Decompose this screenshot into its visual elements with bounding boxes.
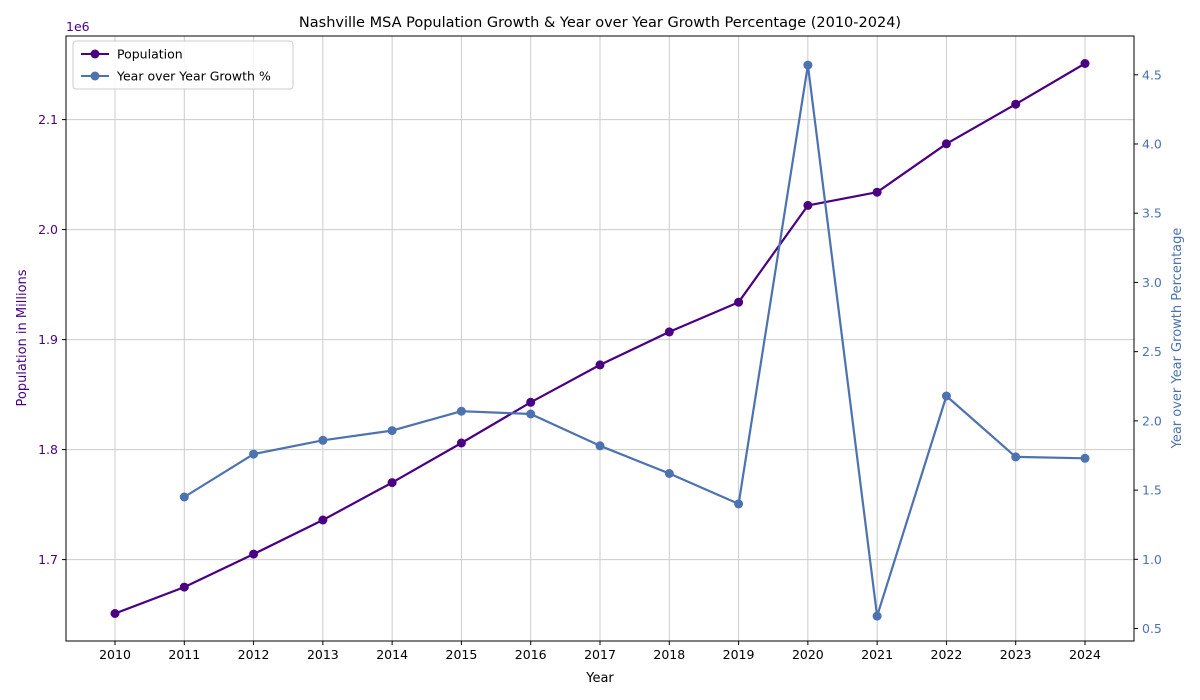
data-point-growth bbox=[664, 469, 674, 478]
x-tick-label: 2020 bbox=[792, 647, 824, 662]
y-axis-offset-label: 1e6 bbox=[66, 19, 90, 34]
y-tick-label: 1.7 bbox=[38, 552, 58, 567]
x-tick-label: 2011 bbox=[168, 647, 200, 662]
data-point-population bbox=[318, 515, 328, 525]
data-point-population bbox=[1011, 99, 1021, 109]
x-tick-label: 2018 bbox=[653, 647, 685, 662]
x-tick-label: 2012 bbox=[238, 647, 270, 662]
x-tick-label: 2017 bbox=[584, 647, 616, 662]
series-layer bbox=[110, 59, 1090, 621]
y-axis-left: 1.7 1.8 1.9 2.0 2.1 bbox=[38, 112, 66, 567]
y2-tick-label: 0.5 bbox=[1142, 621, 1162, 636]
x-tick-label: 2016 bbox=[515, 647, 547, 662]
y-axis-right: 0.5 1.0 1.5 2.0 2.5 3.0 3.5 4.0 4.5 bbox=[1134, 67, 1162, 636]
x-tick-label: 2023 bbox=[1000, 647, 1032, 662]
x-tick-label: 2022 bbox=[931, 647, 963, 662]
data-point-growth bbox=[1011, 452, 1021, 462]
series-line-growth bbox=[183, 63, 1086, 618]
x-tick-label: 2010 bbox=[99, 647, 131, 662]
y2-tick-label: 2.5 bbox=[1142, 344, 1162, 359]
x-axis-label: Year bbox=[585, 671, 614, 686]
y-tick-label: 1.9 bbox=[38, 332, 58, 347]
data-point-population bbox=[1080, 59, 1090, 68]
y2-tick-label: 3.5 bbox=[1142, 206, 1162, 221]
data-point-growth bbox=[456, 406, 466, 416]
y-axis-label: Population in Millions bbox=[15, 269, 30, 406]
data-point-population bbox=[387, 478, 397, 488]
legend-marker-population bbox=[90, 49, 100, 59]
data-point-population bbox=[803, 200, 813, 210]
y-tick-label: 2.0 bbox=[38, 222, 58, 237]
y2-tick-label: 4.5 bbox=[1142, 67, 1162, 82]
y-tick-label: 2.1 bbox=[38, 112, 58, 127]
data-point-population bbox=[249, 549, 259, 559]
data-point-growth bbox=[1080, 453, 1090, 463]
y-tick-label: 1.8 bbox=[38, 442, 58, 457]
data-point-growth bbox=[872, 611, 882, 621]
data-point-growth bbox=[179, 492, 189, 502]
grid bbox=[66, 36, 1134, 641]
legend-marker-growth bbox=[90, 71, 100, 81]
data-point-growth bbox=[526, 409, 536, 419]
data-point-growth bbox=[318, 435, 328, 445]
legend-box bbox=[72, 40, 294, 90]
x-tick-label: 2013 bbox=[307, 647, 339, 662]
data-point-population bbox=[179, 582, 189, 592]
y2-tick-label: 2.0 bbox=[1142, 413, 1162, 428]
data-point-population bbox=[526, 397, 536, 407]
data-point-population bbox=[734, 297, 744, 307]
data-point-growth bbox=[595, 441, 605, 451]
legend: Population Year over Year Growth % bbox=[72, 40, 294, 90]
x-axis: 2010 2011 2012 2013 2014 2015 2016 2017 2018 2019… bbox=[99, 641, 1101, 662]
x-tick-label: 2024 bbox=[1069, 647, 1101, 662]
y2-tick-label: 4.0 bbox=[1142, 136, 1162, 151]
data-point-growth bbox=[249, 449, 259, 459]
x-tick-label: 2021 bbox=[861, 647, 893, 662]
x-tick-label: 2015 bbox=[446, 647, 478, 662]
x-tick-label: 2019 bbox=[723, 647, 755, 662]
y2-tick-label: 3.0 bbox=[1142, 275, 1162, 290]
data-point-growth bbox=[734, 499, 744, 509]
data-point-population bbox=[456, 438, 466, 448]
x-tick-label: 2014 bbox=[376, 647, 408, 662]
data-point-population bbox=[872, 187, 882, 197]
data-point-growth bbox=[387, 426, 397, 436]
data-point-population bbox=[941, 139, 951, 149]
data-point-growth bbox=[941, 391, 951, 401]
data-point-growth bbox=[803, 60, 813, 70]
legend-label-population: Population bbox=[117, 47, 183, 62]
y2-tick-label: 1.0 bbox=[1142, 552, 1162, 567]
chart-title: Nashville MSA Population Growth & Year o… bbox=[299, 15, 901, 31]
legend-label-growth: Year over Year Growth % bbox=[116, 69, 271, 84]
y2-tick-label: 1.5 bbox=[1142, 483, 1162, 498]
y2-axis-label: Year over Year Growth Percentage bbox=[1170, 228, 1185, 450]
data-point-population bbox=[664, 327, 674, 337]
data-point-population bbox=[595, 360, 605, 370]
data-point-population bbox=[110, 609, 120, 618]
